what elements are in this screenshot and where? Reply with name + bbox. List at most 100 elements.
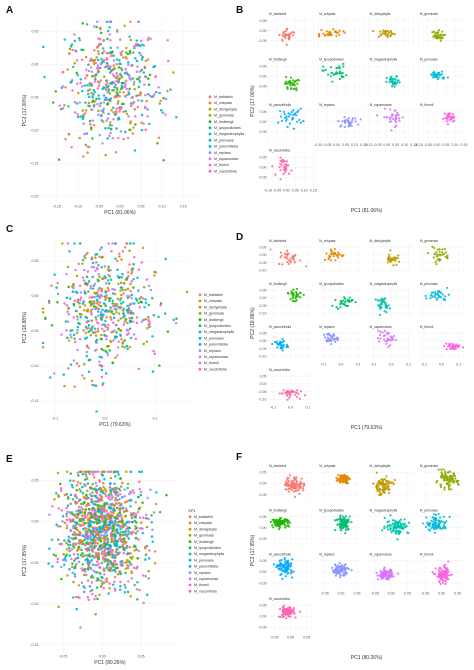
panel-e-point [72, 524, 75, 528]
panel-f-point [406, 531, 409, 534]
panel-d-point [298, 397, 301, 400]
panel-d-point [347, 299, 350, 303]
panel-d-point [276, 346, 279, 349]
panel-e-point [101, 524, 105, 528]
panel-b-xtick-label: 0.00 [283, 189, 290, 193]
panel-e-point [67, 497, 70, 500]
panel-d-point [379, 330, 382, 333]
panel-a-point [146, 115, 149, 118]
panel-e-point [114, 550, 118, 554]
panel-e-point [113, 533, 116, 537]
panel-c-point [70, 285, 74, 288]
panel-e-point [94, 554, 98, 557]
panel-d-point [386, 339, 389, 342]
panel-c-point [128, 345, 132, 349]
panel-c-point [101, 382, 105, 385]
panel-f-point [294, 487, 297, 490]
panel-a-point [107, 126, 110, 130]
panel-f-point [444, 473, 447, 476]
panel-a-point [122, 102, 125, 106]
panel-f-point [277, 615, 281, 618]
panel-e-point [75, 607, 78, 611]
panel-d-point [325, 252, 328, 255]
panel-e-point [75, 488, 78, 492]
panel-e-point [95, 571, 99, 574]
panel-e-point [90, 497, 94, 501]
panel-f-point [441, 476, 444, 479]
panel-c-point [63, 302, 66, 305]
panel-e-point [105, 501, 109, 505]
panel-a-point [111, 106, 115, 109]
panel-b-ytick-label: -0.05 [258, 130, 266, 134]
panel-a-point [156, 142, 159, 145]
panel-a-point [135, 39, 139, 42]
panel-f-point [438, 521, 442, 525]
panel-f-point [283, 484, 287, 487]
panel-d-point [350, 300, 353, 303]
panel-c-point [97, 273, 101, 276]
panel-e-point [76, 481, 80, 484]
panel-a-point [61, 107, 65, 110]
panel-c-point [85, 354, 89, 358]
panel-e-legend-key [188, 552, 192, 556]
panel-b-point [431, 31, 434, 34]
panel-c-point [138, 297, 141, 300]
panel-a-point [91, 99, 95, 102]
panel-c-point [116, 354, 119, 357]
panel-e-point [125, 500, 129, 503]
panel-f-xtick-label: -0.05 [270, 636, 278, 640]
panel-b-ytick-label: 0.00 [260, 29, 267, 33]
panel-a-point [66, 68, 69, 71]
panel-c-point [115, 310, 118, 314]
panel-c-point [73, 337, 76, 341]
panel-d-point [434, 292, 437, 295]
panel-d: D M_baldwinii0.050.00-0.05-0.10M_crispata… [236, 232, 465, 431]
panel-b-point [338, 65, 341, 68]
panel-c-point [110, 250, 113, 253]
panel-e-legend-entry: M_megasteuphylla [194, 552, 224, 556]
panel-d-point [449, 347, 452, 351]
panel-d-point [291, 299, 294, 303]
panel-f-point [379, 569, 382, 573]
panel-d-point [281, 349, 284, 352]
panel-b-xtick-label: -0.05 [373, 143, 381, 147]
panel-e-point [91, 547, 95, 550]
panel-f-ytick-label: -0.05 [258, 581, 266, 585]
panel-e-point [107, 495, 111, 499]
panel-e-point [142, 574, 145, 577]
panel-e-point [99, 548, 102, 551]
panel-e-point [133, 519, 137, 523]
panel-d-point [290, 389, 293, 392]
panel-d-point [328, 257, 331, 260]
panel-f-ytick-label: -0.05 [258, 626, 266, 630]
panel-a-point [115, 79, 118, 83]
panel-a-point [127, 63, 130, 66]
panel-b-point [292, 127, 296, 130]
panel-e-point [71, 565, 74, 569]
panel-e-point [98, 493, 102, 497]
panel-e-point [63, 493, 67, 497]
panel-d-point [433, 246, 436, 250]
panel-a-point [161, 111, 165, 114]
panel-c-point [174, 322, 178, 325]
panel-c-point [83, 254, 86, 258]
panel-f-point [342, 574, 346, 577]
panel-f-point [438, 572, 441, 575]
panel-e-point [89, 519, 92, 523]
panel-a-point [112, 54, 115, 58]
panel-e-point [115, 540, 118, 544]
panel-b-point [328, 32, 331, 35]
panel-e-point [126, 482, 130, 486]
panel-d-point [283, 252, 287, 255]
panel-f-point [382, 491, 386, 494]
panel-c-point [126, 271, 130, 274]
panel-a-point [158, 91, 161, 95]
panel-b-point [340, 75, 343, 79]
panel-e-point [109, 510, 113, 514]
panel-c-point [81, 301, 85, 304]
panel-b-facet-title: M_lycopodioides [319, 58, 344, 62]
panel-d-ytick-label: 0.00 [260, 296, 267, 300]
panel-b-point [337, 120, 340, 123]
panel-e-point [121, 561, 124, 565]
panel-e-point [84, 508, 88, 511]
